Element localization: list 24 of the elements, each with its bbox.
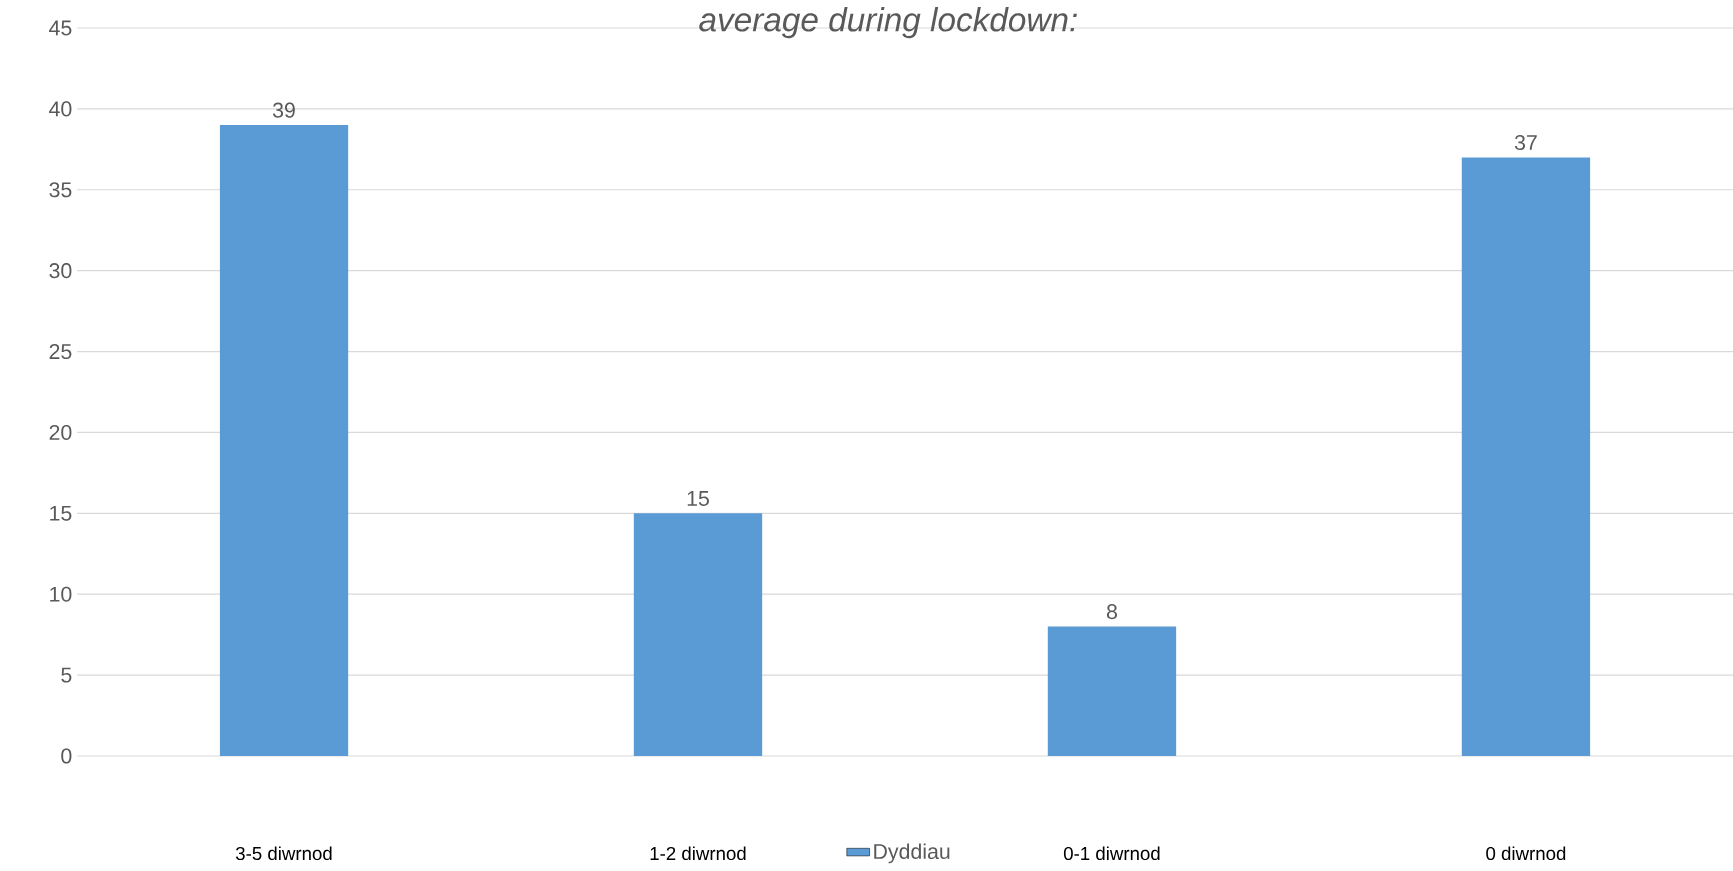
data-label: 8 (1106, 604, 1117, 620)
y-tick-label: 45 (49, 20, 72, 36)
chart-title: average during lockdown: (699, 7, 1077, 39)
y-tick-label: 5 (61, 667, 72, 683)
bar (1047, 626, 1177, 756)
y-tick-label: 25 (49, 344, 72, 360)
legend-label: Dyddiau (874, 843, 950, 864)
data-label: 37 (1514, 134, 1537, 151)
bar (633, 513, 763, 756)
bar (219, 125, 349, 756)
data-label: 39 (272, 102, 295, 118)
y-tick-label: 20 (49, 424, 72, 440)
x-tick-label: 1-2 diwrnod (650, 846, 746, 861)
y-tick-label: 15 (50, 505, 72, 521)
y-tick-label: 35 (49, 182, 72, 198)
x-tick-label: 0 diwrnod (1486, 846, 1566, 861)
x-tick-label: 3-5 diwrnod (235, 846, 332, 861)
bar (1461, 157, 1591, 756)
y-tick-label: 30 (49, 263, 72, 279)
x-tick-label: 0-1 diwrnod (1063, 846, 1160, 861)
data-label: 15 (687, 491, 709, 506)
y-tick-label: 0 (61, 748, 72, 764)
y-tick-label: 40 (49, 101, 72, 117)
y-tick-label: 10 (50, 586, 72, 602)
